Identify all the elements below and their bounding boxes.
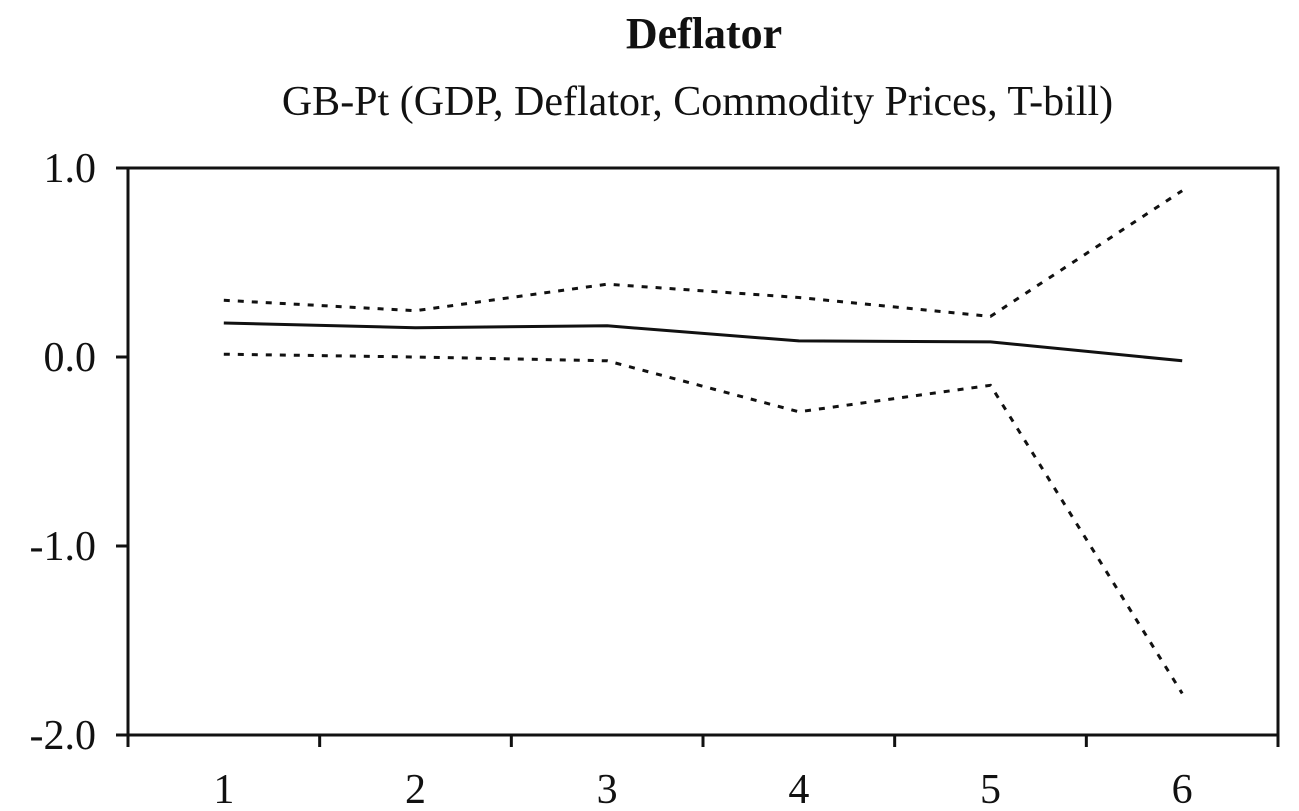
y-tick-label: 1.0 (44, 146, 97, 192)
tick-layer: 1 2 3 4 5 6 1.0 0.0 -1.0 -2.0 (30, 146, 1280, 811)
chart-subtitle: GB-Pt (GDP, Deflator, Commodity Prices, … (281, 79, 1114, 125)
x-tick-label: 1 (213, 767, 234, 811)
y-tick-label: -2.0 (30, 713, 97, 759)
plot-frame (126, 166, 1280, 737)
x-tick-label: 5 (980, 767, 1001, 811)
x-tick-label: 3 (597, 767, 618, 811)
y-tick-label: -1.0 (30, 524, 97, 570)
x-tick-label: 4 (788, 767, 809, 811)
x-tick-label: 2 (405, 767, 426, 811)
series-line-estimate (223, 321, 1183, 363)
x-tick-label: 6 (1172, 767, 1193, 811)
series-layer (223, 189, 1184, 695)
series-line-lower-band (223, 352, 1184, 695)
y-tick-label: 0.0 (44, 335, 97, 381)
chart-title: Deflator (625, 9, 783, 58)
series-line-upper-band (223, 189, 1184, 318)
plot-axes (126, 166, 1280, 737)
